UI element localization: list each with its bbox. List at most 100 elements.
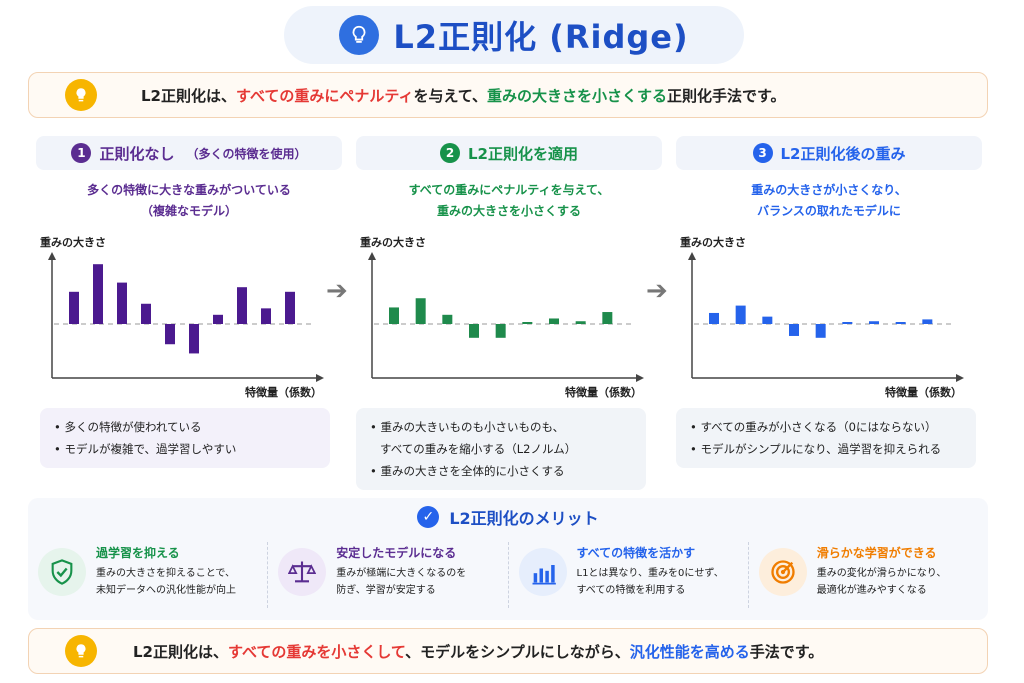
list-item: • 重みの大きいものも小さいものも、 — [370, 420, 565, 434]
bar — [189, 324, 199, 354]
intro-text: L2正則化は、すべての重みにペナルティを与えて、重みの大きさを小さくする正則化手… — [141, 86, 786, 105]
title-text: L2正則化 (Ridge) — [393, 18, 689, 56]
y-axis-label: 重みの大きさ — [680, 236, 746, 249]
merit-item-desc: 重みの大きさを抑えることで、 未知データへの汎化性能が向上 — [96, 568, 236, 596]
bar — [165, 324, 175, 345]
bar — [789, 324, 799, 336]
bar — [522, 322, 533, 324]
chart-3-svg — [688, 252, 964, 382]
bar — [575, 321, 586, 324]
column-1-description: 多くの特徴に大きな重みがついている （複雑なモデル） — [87, 183, 291, 218]
column-2-bullets: • 重みの大きいものも小さいものも、 すべての重みを縮小する（L2ノルム） • … — [356, 408, 646, 490]
arrow-right-icon: ➔ — [326, 276, 348, 306]
merit-item-stable: 安定したモデルになる 重みが極端に大きくなるのを 防ぎ、学習が安定する — [268, 542, 509, 608]
bar — [815, 324, 826, 338]
merit-item-desc: 重みの変化が滑らかになり、 最適化が進みやすくなる — [816, 568, 947, 596]
bar — [117, 282, 127, 324]
bar — [93, 264, 103, 324]
bar — [285, 291, 295, 324]
chart-1-svg — [48, 252, 324, 382]
bulb-icon — [65, 79, 97, 111]
column-2-description: すべての重みにペナルティを与えて、 重みの大きさを小さくする — [408, 183, 610, 218]
chart-3: 重みの大きさ 特徴量（係数） — [680, 232, 970, 402]
y-axis-label: 重みの大きさ — [40, 236, 106, 249]
bar — [389, 307, 399, 324]
column-1-subtitle: （多くの特徴を使用） — [186, 146, 307, 161]
column-3-title: L2正則化後の重み — [780, 144, 906, 163]
check-icon: ✓ — [417, 506, 440, 528]
merit-item-features: すべての特徴を活かす L1とは異なり、重みを0にせず、 すべての特徴を利用する — [509, 542, 749, 608]
merit-item-title: 滑らかな学習ができる — [816, 546, 937, 560]
x-axis-label: 特徴量（係数） — [565, 386, 642, 399]
column-l2-apply: 2 L2正則化を適用 すべての重みにペナルティを与えて、 重みの大きさを小さくする — [356, 136, 662, 224]
intro-banner: L2正則化は、すべての重みにペナルティを与えて、重みの大きさを小さくする正則化手… — [28, 72, 988, 118]
arrow-right-icon: ➔ — [646, 276, 668, 306]
x-axis-label: 特徴量（係数） — [245, 386, 322, 399]
list-item: • モデルが複雑で、過学習しやすい — [54, 442, 237, 456]
bar — [469, 324, 479, 338]
chart-2: 重みの大きさ 特徴量（係数） — [360, 232, 650, 402]
x-axis-arrow — [636, 374, 644, 382]
bar — [213, 314, 223, 324]
bar — [495, 324, 506, 338]
bar — [261, 308, 271, 324]
list-item: • 重みの大きさを全体的に小さくする — [370, 464, 565, 478]
bar-chart-icon — [518, 548, 567, 596]
merit-item-title: すべての特徴を活かす — [576, 546, 696, 560]
column-3-description: 重みの大きさが小さくなり、 バランスの取れたモデルに — [751, 183, 907, 218]
y-axis-arrow — [688, 252, 696, 260]
column-1-title: 正則化なし — [99, 144, 175, 163]
chart-1: 重みの大きさ 特徴量（係数） — [40, 232, 330, 402]
column-l2-result: 3 L2正則化後の重み 重みの大きさが小さくなり、 バランスの取れたモデルに — [676, 136, 982, 224]
y-axis-arrow — [48, 252, 56, 260]
merit-section: ✓ L2正則化のメリット 過学習を抑える 重みの大きさを抑えることで、 未知データ… — [28, 498, 988, 620]
bar — [762, 316, 773, 324]
merit-item-desc: L1とは異なり、重みを0にせず、 すべての特徴を利用する — [576, 568, 724, 596]
list-item: • 多くの特徴が使われている — [54, 420, 202, 434]
bulb-icon — [65, 635, 97, 667]
merit-item-desc: 重みが極端に大きくなるのを 防ぎ、学習が安定する — [336, 568, 467, 596]
summary-text: L2正則化は、すべての重みを小さくして、モデルをシンプルにしながら、汎化性能を高… — [133, 642, 824, 661]
y-axis-label: 重みの大きさ — [360, 236, 426, 249]
list-item: • すべての重みが小さくなる（0にはならない） — [690, 420, 937, 434]
bar — [869, 321, 879, 324]
column-no-regularization: 1 正則化なし （多くの特徴を使用） 多くの特徴に大きな重みがついている （複雑な… — [36, 136, 342, 224]
bar — [415, 298, 426, 324]
summary-banner: L2正則化は、すべての重みを小さくして、モデルをシンプルにしながら、汎化性能を高… — [28, 628, 988, 674]
list-item: • モデルがシンプルになり、過学習を抑えられる — [690, 442, 942, 456]
step-badge: 3 — [752, 143, 773, 163]
column-1-header: 1 正則化なし （多くの特徴を使用） — [36, 136, 342, 170]
bar — [69, 291, 79, 324]
merit-header: ✓ L2正則化のメリット — [28, 500, 988, 534]
bar — [141, 303, 151, 324]
page-title: L2正則化 (Ridge) — [284, 6, 744, 64]
bar — [602, 312, 613, 324]
column-2-title: L2正則化を適用 — [468, 144, 578, 163]
x-axis-arrow — [956, 374, 964, 382]
step-badge: 2 — [440, 143, 460, 163]
bar — [735, 305, 746, 324]
column-2-header: 2 L2正則化を適用 — [356, 136, 662, 170]
merit-item-smooth: 滑らかな学習ができる 重みの変化が滑らかになり、 最適化が進みやすくなる — [749, 542, 988, 608]
bar — [709, 312, 719, 324]
scale-icon — [278, 548, 327, 596]
y-axis-arrow — [368, 252, 376, 260]
merit-title: L2正則化のメリット — [449, 509, 599, 528]
merit-item-title: 安定したモデルになる — [336, 546, 457, 560]
bar — [842, 322, 853, 324]
bar — [442, 314, 453, 324]
list-item: すべての重みを縮小する（L2ノルム） — [380, 442, 577, 456]
target-icon — [758, 548, 807, 596]
bar — [549, 318, 559, 324]
shield-check-icon — [38, 548, 86, 596]
column-1-bullets: • 多くの特徴が使われている • モデルが複雑で、過学習しやすい — [40, 408, 330, 468]
chart-2-svg — [368, 252, 644, 382]
merit-item-title: 過学習を抑える — [96, 546, 180, 560]
bar — [922, 319, 933, 324]
x-axis-arrow — [316, 374, 324, 382]
lightbulb-icon — [339, 15, 380, 55]
x-axis-label: 特徴量（係数） — [885, 386, 962, 399]
merit-item-overfitting: 過学習を抑える 重みの大きさを抑えることで、 未知データへの汎化性能が向上 — [28, 542, 269, 608]
step-badge: 1 — [71, 143, 92, 163]
bar — [895, 322, 906, 324]
